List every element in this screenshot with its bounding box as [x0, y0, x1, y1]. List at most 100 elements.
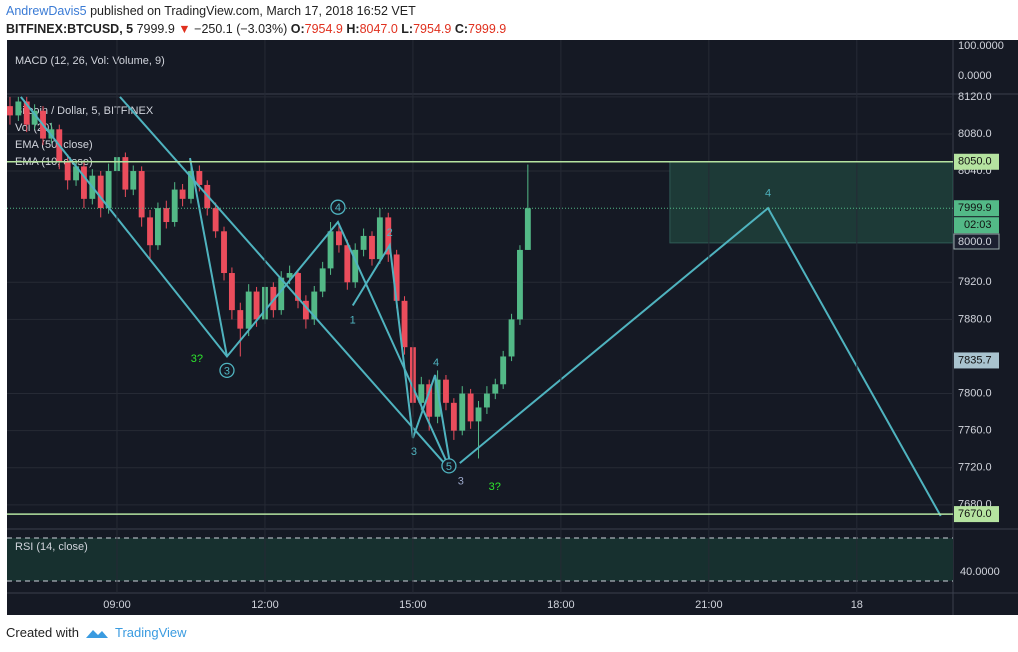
box-label-bg	[953, 233, 1000, 250]
candle-body	[360, 235, 367, 250]
candle-body	[253, 291, 260, 320]
y-tick-label: 7760.0	[958, 425, 992, 437]
candle-body	[23, 101, 30, 125]
y-tick-label: 7880.0	[958, 313, 992, 325]
candle-body	[336, 231, 342, 246]
o-label: O:	[290, 22, 305, 36]
candle-body	[154, 208, 161, 246]
author-link[interactable]: AndrewDavis5	[6, 4, 87, 18]
price-label-bg	[954, 200, 999, 217]
candle-body	[15, 101, 22, 116]
candle-body	[163, 208, 170, 223]
pattern-line	[189, 157, 228, 357]
macd-axis-label: 0.0000	[958, 70, 992, 82]
down-arrow: ▼	[178, 22, 191, 36]
candle-body	[327, 231, 334, 269]
annotation: 3	[411, 446, 417, 458]
header-line-1: AndrewDavis5 published on TradingView.co…	[6, 2, 506, 20]
x-tick-label: 18	[851, 599, 863, 611]
price-label-bg	[954, 506, 999, 523]
candle-body	[122, 157, 129, 190]
candle-body	[508, 319, 515, 357]
candle-body	[196, 171, 203, 185]
annotation: 4	[335, 202, 341, 214]
candle-body	[500, 356, 507, 385]
rsi-band	[7, 538, 953, 581]
candle-body	[81, 166, 87, 199]
change: −250.1 (−3.03%)	[194, 22, 288, 36]
macd-axis-label: 100.0000	[958, 40, 1004, 52]
x-tick-label: 21:00	[695, 599, 723, 611]
candle-body	[376, 217, 383, 260]
brand[interactable]: TradingView	[114, 625, 187, 640]
candle-body	[311, 291, 318, 320]
candle-body	[418, 384, 425, 403]
candle-body	[179, 189, 186, 199]
price-label: 7999.9	[958, 202, 992, 214]
annotation-circle	[219, 362, 235, 379]
annotation: 3	[224, 365, 230, 377]
legend-entry: EMA (50, close)	[15, 139, 93, 151]
header-line-2: BITFINEX:BTCUSD, 5 7999.9 ▼ −250.1 (−3.0…	[6, 20, 506, 38]
price-label: 7835.7	[958, 354, 992, 366]
annotation: 3?	[191, 353, 203, 365]
annotation: 1	[350, 314, 356, 326]
annotation: 4	[433, 357, 439, 369]
candle-body	[483, 393, 490, 408]
candle-body	[237, 310, 244, 329]
published: published on TradingView.com, March 17, …	[90, 4, 416, 18]
y-tick-label: 8080.0	[958, 128, 992, 140]
candle-body	[475, 407, 482, 422]
created-with: Created with	[6, 625, 79, 640]
target-zone	[669, 161, 953, 244]
pattern-line	[119, 96, 451, 471]
candle-body	[459, 393, 466, 431]
l: 7954.9	[413, 22, 452, 36]
annotation-circle	[441, 458, 457, 474]
x-tick-label: 12:00	[251, 599, 279, 611]
candle-body	[7, 106, 13, 116]
pattern-line	[459, 206, 942, 517]
y-tick-label: 8120.0	[958, 91, 992, 103]
candle-body	[228, 273, 235, 311]
rsi-label: RSI (14, close)	[15, 541, 88, 553]
price-label: 7670.0	[958, 508, 992, 520]
price-label-bg	[954, 153, 999, 170]
candle-body	[147, 217, 153, 246]
x-tick-label: 15:00	[399, 599, 427, 611]
annotation: 3?	[489, 481, 501, 493]
annotation: 5	[446, 461, 452, 473]
countdown: 02:03	[964, 219, 992, 231]
x-tick-label: 18:00	[547, 599, 575, 611]
candle-body	[245, 291, 252, 329]
candle-body	[188, 171, 194, 199]
c: 7999.9	[468, 22, 507, 36]
annotation-circle	[330, 199, 346, 215]
countdown-bg	[954, 217, 999, 234]
candle-body	[64, 161, 71, 181]
h-label: H:	[346, 22, 360, 36]
candle-body	[286, 273, 293, 278]
candle-body	[369, 235, 375, 260]
candle-body	[97, 175, 104, 209]
candle-body	[450, 402, 457, 431]
candle-body	[295, 273, 301, 301]
box-label: 8000.0	[958, 236, 992, 248]
price-label-bg	[954, 352, 999, 369]
candle-body	[73, 166, 79, 181]
y-tick-label: 7720.0	[958, 462, 992, 474]
candle-body	[278, 277, 285, 311]
candle-body	[352, 249, 359, 283]
candle-body	[393, 254, 400, 301]
candle-body	[270, 286, 277, 311]
price-label: 8050.0	[958, 156, 992, 168]
candle-body	[138, 171, 145, 218]
o: 7954.9	[304, 22, 343, 36]
y-tick-label: 7920.0	[958, 276, 992, 288]
candle-body	[344, 245, 351, 283]
macd-label: MACD (12, 26, Vol: Volume, 9)	[15, 55, 165, 67]
annotation: 3	[458, 476, 464, 488]
pattern-line	[20, 96, 447, 461]
annotation: 4	[765, 187, 771, 199]
